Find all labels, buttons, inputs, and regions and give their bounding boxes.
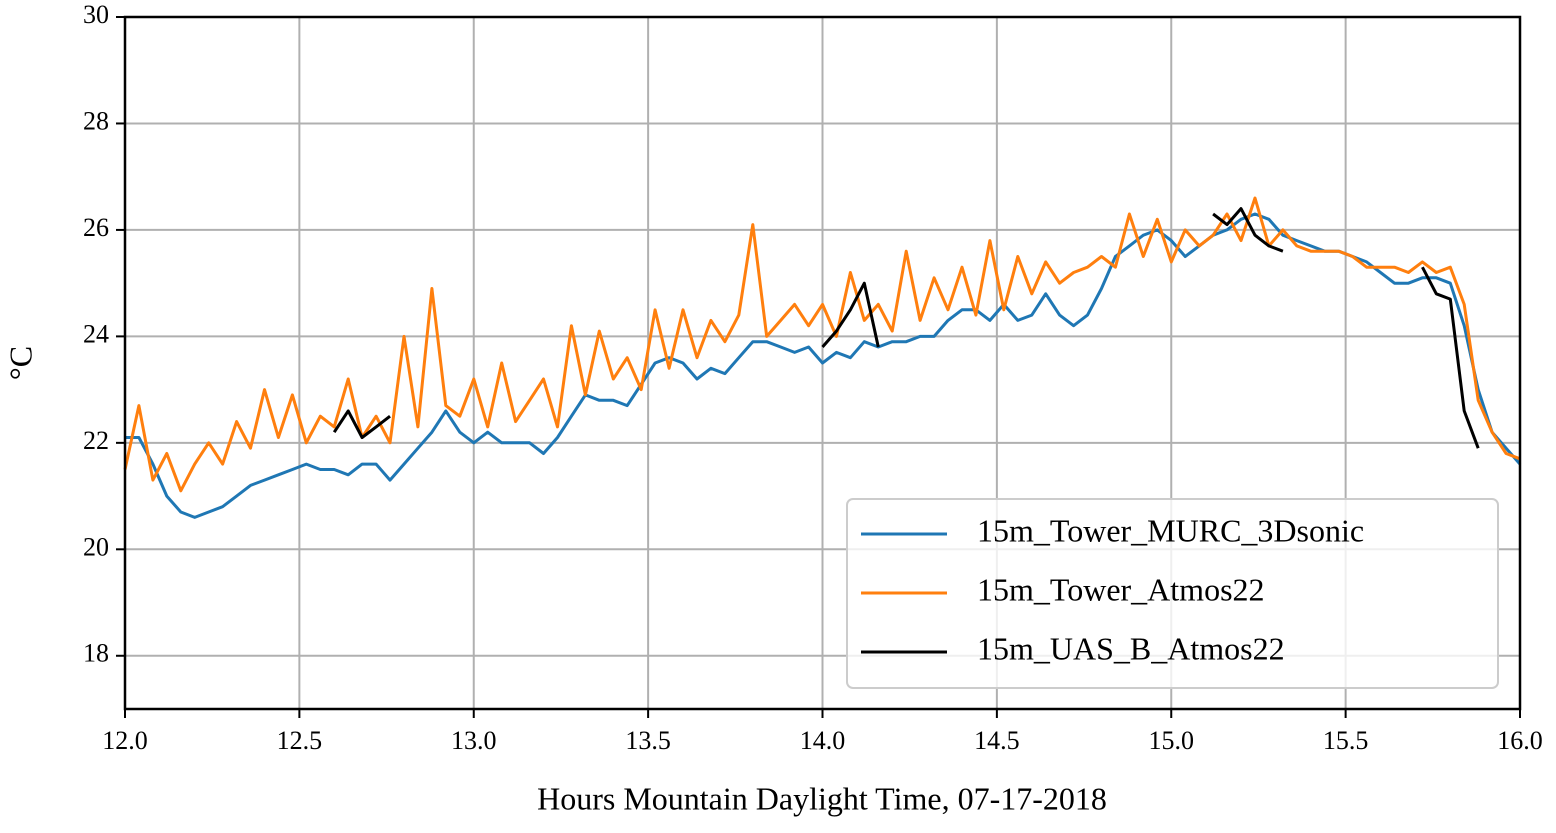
legend-label: 15m_Tower_Atmos22 [977, 571, 1265, 607]
x-tick-label: 13.0 [451, 726, 497, 755]
y-tick-label: 30 [83, 0, 109, 29]
y-tick-label: 26 [83, 213, 109, 242]
legend-box [846, 498, 1499, 689]
plot-frame [123, 15, 1522, 711]
data-line [123, 196, 1521, 493]
x-tick-label: 15.0 [1149, 726, 1195, 755]
y-tick-label: 18 [83, 639, 109, 668]
x-tick-label: 14.0 [800, 726, 846, 755]
x-tick-label: 15.5 [1323, 726, 1369, 755]
legend-label: 15m_Tower_MURC_3Dsonic [977, 512, 1364, 548]
data-line [332, 207, 1480, 449]
y-tick-label: 20 [83, 532, 109, 561]
legend-label: 15m_UAS_B_Atmos22 [977, 630, 1285, 666]
x-tick-label: 14.5 [974, 726, 1020, 755]
x-tick-label: 12.0 [102, 726, 148, 755]
y-tick-label: 28 [83, 106, 109, 135]
y-tick-label: 22 [83, 426, 109, 455]
x-axis-label: Hours Mountain Daylight Time, 07-17-2018 [537, 780, 1107, 816]
x-tick-label: 12.5 [277, 726, 323, 755]
x-tick-label: 16.0 [1497, 726, 1543, 755]
legend: 15m_Tower_MURC_3Dsonic 15m_Tower_Atmos22 1… [846, 498, 1499, 689]
y-tick-label: 24 [83, 319, 109, 348]
x-tick-label: 13.5 [625, 726, 671, 755]
y-axis-label: °C [2, 346, 38, 380]
